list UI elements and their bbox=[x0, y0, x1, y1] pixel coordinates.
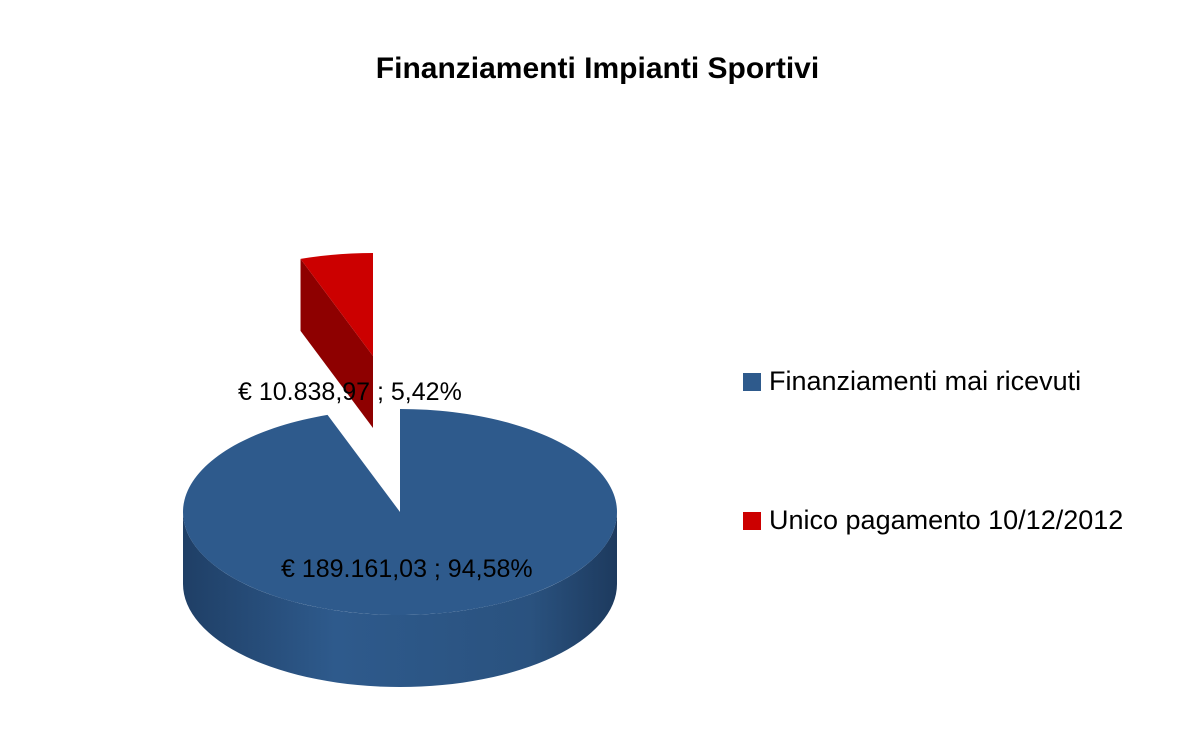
slice-finanziamenti-mai-ricevuti bbox=[182, 409, 617, 615]
slice-label-finanziamenti-mai-ricevuti: € 189.161,03 ; 94,58% bbox=[281, 555, 533, 583]
legend-swatch-blue bbox=[743, 372, 761, 391]
slice-unico-pagamento bbox=[300, 253, 373, 356]
slice-finanziamenti-mai-ricevuti-side bbox=[183, 512, 617, 687]
chart-title: Finanziamenti Impianti Sportivi bbox=[375, 52, 820, 85]
legend-label: Finanziamenti mai ricevuti bbox=[769, 366, 1082, 396]
slice-unico-pagamento-inner-wall bbox=[300, 258, 373, 428]
legend-swatch-red bbox=[743, 511, 761, 530]
slice-label-unico-pagamento: € 10.838,97 ; 5,42% bbox=[238, 378, 462, 406]
legend-item-finanziamenti-mai-ricevuti: Finanziamenti mai ricevuti bbox=[743, 366, 1081, 397]
legend-item-unico-pagamento: Unico pagamento 10/12/2012 bbox=[743, 505, 1123, 536]
legend-label: Unico pagamento 10/12/2012 bbox=[769, 505, 1124, 535]
